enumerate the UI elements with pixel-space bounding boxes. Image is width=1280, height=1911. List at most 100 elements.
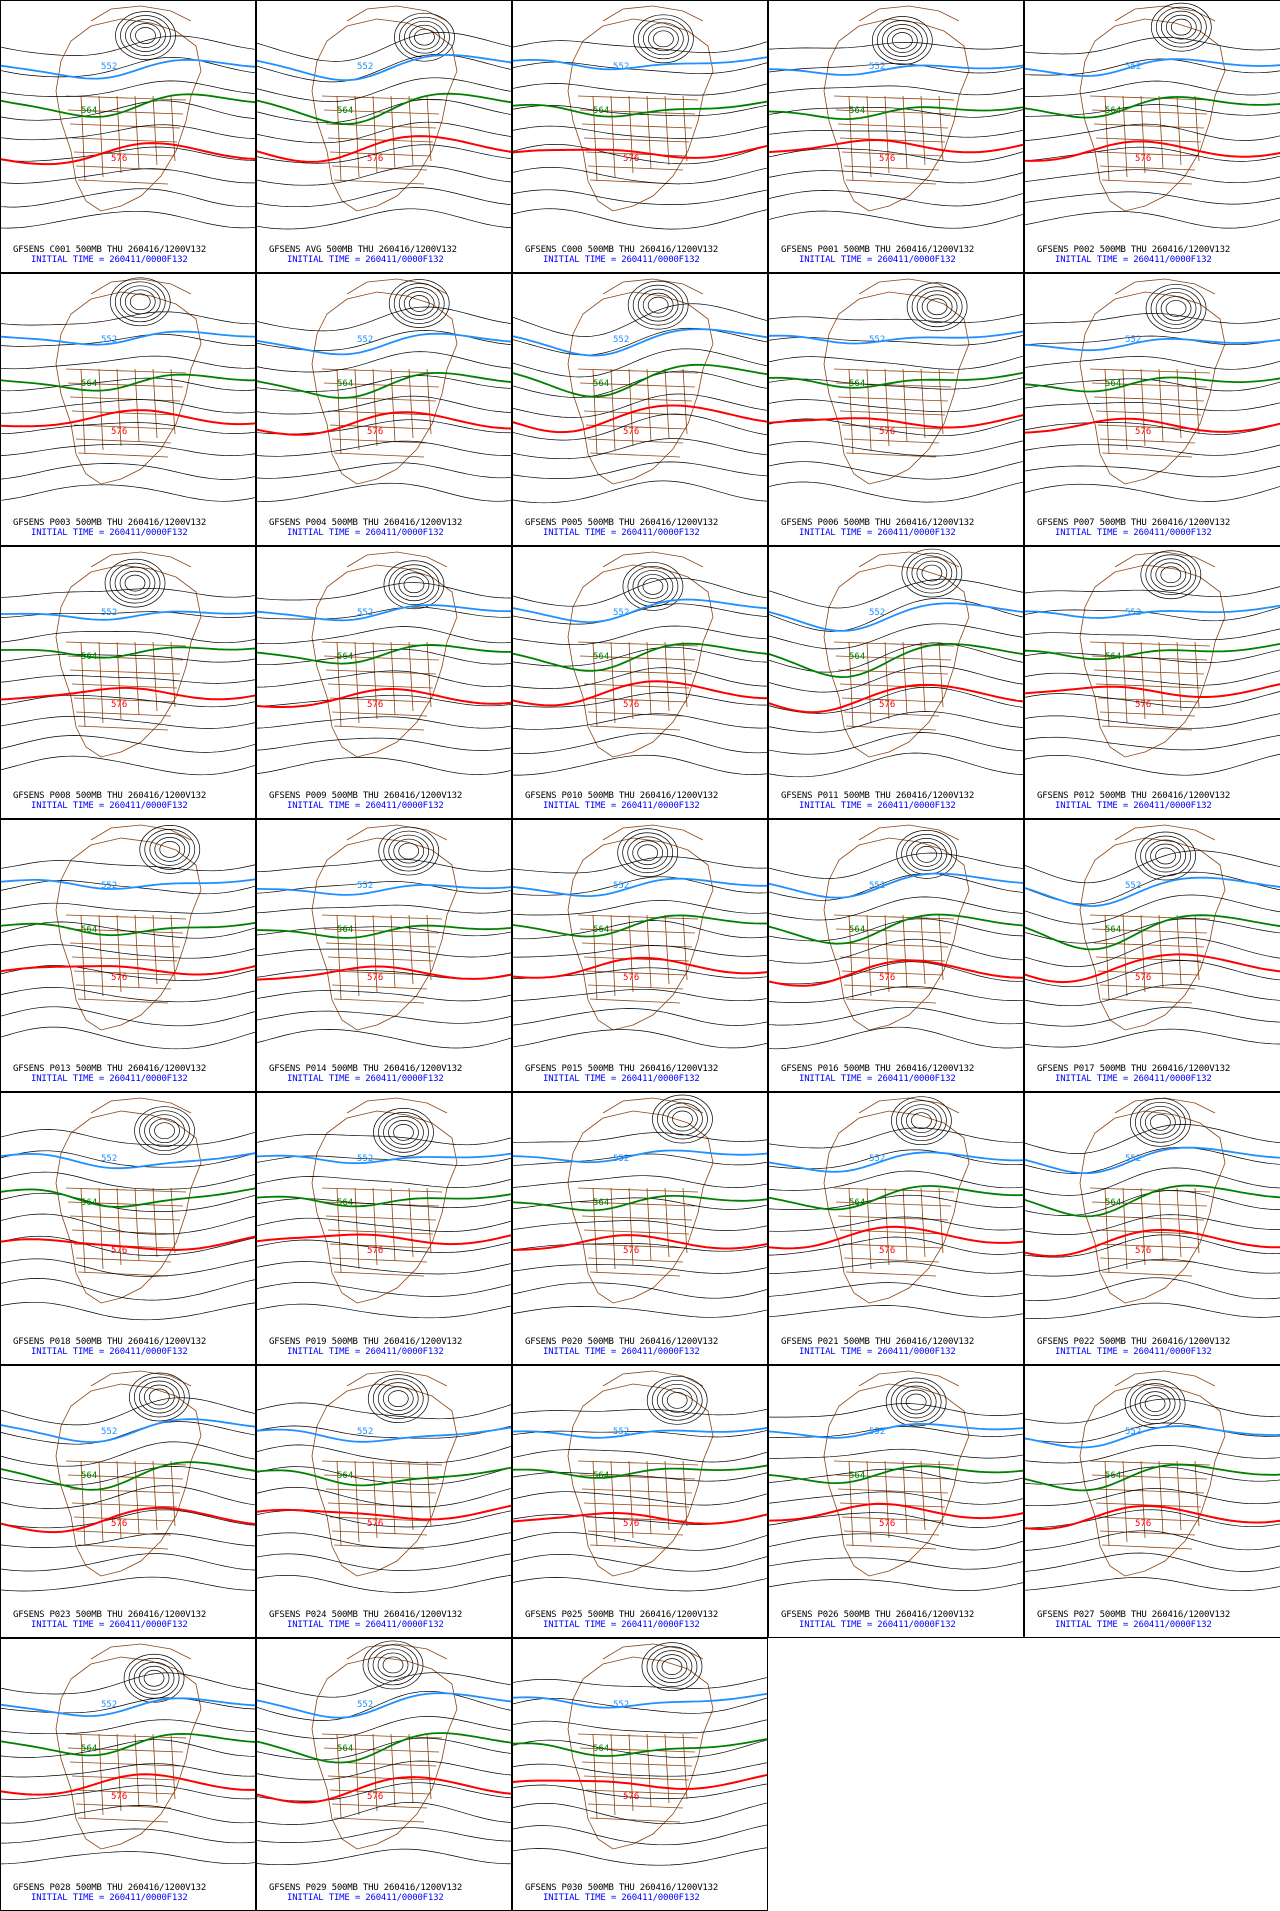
contour-552-line [1025,1146,1280,1175]
panel-caption: GFSENS P021 500MB THU 260416/1200V132 [781,1337,975,1347]
ensemble-member-panel: 552 564 576 GFSENS P013 500MB THU 260416/12… [0,819,256,1092]
contour-564-label: 564 [849,652,865,662]
panel-initial-time: INITIAL TIME = 260411/0000F132 [31,1347,188,1357]
panel-initial-time: INITIAL TIME = 260411/0000F132 [1055,1074,1212,1084]
contour-564-line [1,1461,255,1491]
contour-552-label: 552 [869,608,885,618]
contour-564-line [769,1185,1023,1211]
contour-552-label: 552 [1125,335,1141,345]
contour-564-label: 564 [849,1198,865,1208]
height-contour-map: 552 564 576 [769,278,1023,503]
contour-552-label: 552 [613,881,629,891]
contour-564-line [257,371,511,399]
contour-552-label: 552 [613,62,629,72]
coastline-layer [55,1643,202,1850]
ensemble-member-panel: 552 564 576 GFSENS P012 500MB THU 260416/12… [1024,546,1280,819]
contour-564-line [513,642,767,672]
black-contour-layer [1025,1379,1280,1592]
ensemble-member-panel: 552 564 576 GFSENS P026 500MB THU 260416/12… [768,1365,1024,1638]
contour-564-label: 564 [1105,1198,1121,1208]
black-contour-layer [257,560,511,775]
contour-564-line [257,643,511,665]
panel-caption: GFSENS P012 500MB THU 260416/1200V132 [1037,791,1231,801]
black-contour-layer [513,1094,767,1318]
contour-552-label: 552 [101,1154,117,1164]
black-contour-layer [1,825,255,1050]
contour-576-line [257,687,511,708]
ensemble-member-panel: 552 564 576 GFSENS AVG 500MB THU 260416/120… [256,0,512,273]
contour-576-line [769,683,1023,714]
contour-552-line [513,877,767,898]
panel-caption: GFSENS P011 500MB THU 260416/1200V132 [781,791,975,801]
contour-576-label: 576 [879,700,895,710]
contour-552-line [513,1427,767,1439]
contour-576-line [257,965,511,981]
panel-initial-time: INITIAL TIME = 260411/0000F132 [287,1620,444,1630]
coastline-layer [567,5,714,212]
panel-initial-time: INITIAL TIME = 260411/0000F132 [31,255,188,265]
contour-576-label: 576 [111,1246,127,1256]
contour-552-line [257,332,511,356]
contour-576-label: 576 [367,427,383,437]
contour-552-line [769,330,1023,345]
contour-552-label: 552 [101,335,117,345]
panel-caption: GFSENS P018 500MB THU 260416/1200V132 [13,1337,207,1347]
panel-caption: GFSENS P010 500MB THU 260416/1200V132 [525,791,719,801]
ensemble-member-panel: 552 564 576 GFSENS C001 500MB THU 260416/12… [0,0,256,273]
panel-initial-time: INITIAL TIME = 260411/0000F132 [799,1620,956,1630]
contour-576-line [257,411,511,436]
ensemble-member-panel: 552 564 576 GFSENS P005 500MB THU 260416/12… [512,273,768,546]
panel-caption: GFSENS P030 500MB THU 260416/1200V132 [525,1883,719,1893]
contour-576-line [1025,1228,1280,1258]
panel-caption: GFSENS P015 500MB THU 260416/1200V132 [525,1064,719,1074]
contour-576-line [257,1776,511,1804]
contour-576-line [1,409,255,428]
contour-576-label: 576 [1135,973,1151,983]
contour-552-line [513,1692,767,1709]
height-contour-map: 552 564 576 [513,278,767,504]
contour-552-label: 552 [869,335,885,345]
panel-caption: GFSENS P023 500MB THU 260416/1200V132 [13,1610,207,1620]
height-contour-map: 552 564 576 [1025,1370,1280,1592]
ensemble-member-panel: 552 564 576 GFSENS P021 500MB THU 260416/12… [768,1092,1024,1365]
contour-576-label: 576 [623,973,639,983]
contour-564-label: 564 [81,106,97,116]
contour-552-line [1025,58,1280,77]
contour-552-label: 552 [613,608,629,618]
contour-576-label: 576 [879,154,895,164]
contour-564-label: 564 [1105,106,1121,116]
panel-initial-time: INITIAL TIME = 260411/0000F132 [543,1620,700,1630]
height-contour-map: 552 564 576 [769,1370,1023,1591]
contour-552-line [769,64,1023,76]
panel-initial-time: INITIAL TIME = 260411/0000F132 [543,1347,700,1357]
ensemble-member-panel: 552 564 576 GFSENS P016 500MB THU 260416/12… [768,819,1024,1092]
panel-initial-time: INITIAL TIME = 260411/0000F132 [31,1620,188,1630]
height-contour-map: 552 564 576 [513,5,767,230]
contour-552-line [1,878,255,890]
panel-initial-time: INITIAL TIME = 260411/0000F132 [1055,1347,1212,1357]
contour-576-label: 576 [1135,1246,1151,1256]
height-contour-map: 552 564 576 [257,5,511,230]
ensemble-member-panel: 552 564 576 GFSENS P007 500MB THU 260416/12… [1024,273,1280,546]
ensemble-member-panel: 552 564 576 GFSENS P006 500MB THU 260416/12… [768,273,1024,546]
panel-initial-time: INITIAL TIME = 260411/0000F132 [287,1893,444,1903]
panel-initial-time: INITIAL TIME = 260411/0000F132 [799,255,956,265]
contour-552-label: 552 [1125,1154,1141,1164]
panel-caption: GFSENS P003 500MB THU 260416/1200V132 [13,518,207,528]
contour-576-label: 576 [1135,427,1151,437]
black-contour-layer [1025,831,1280,1048]
coastline-layer [55,5,202,212]
coastline-layer [567,278,714,485]
contour-576-line [1025,1504,1280,1530]
contour-564-label: 564 [337,379,353,389]
panel-caption: GFSENS P019 500MB THU 260416/1200V132 [269,1337,463,1347]
contour-576-line [513,956,767,979]
contour-552-line [1,1418,255,1444]
contour-576-label: 576 [111,1792,127,1802]
black-contour-layer [1025,1097,1280,1319]
contour-564-line [1,921,255,937]
height-contour-map: 552 564 576 [257,1640,511,1866]
contour-552-label: 552 [869,1154,885,1164]
ensemble-member-panel: 552 564 576 GFSENS P024 500MB THU 260416/12… [256,1365,512,1638]
